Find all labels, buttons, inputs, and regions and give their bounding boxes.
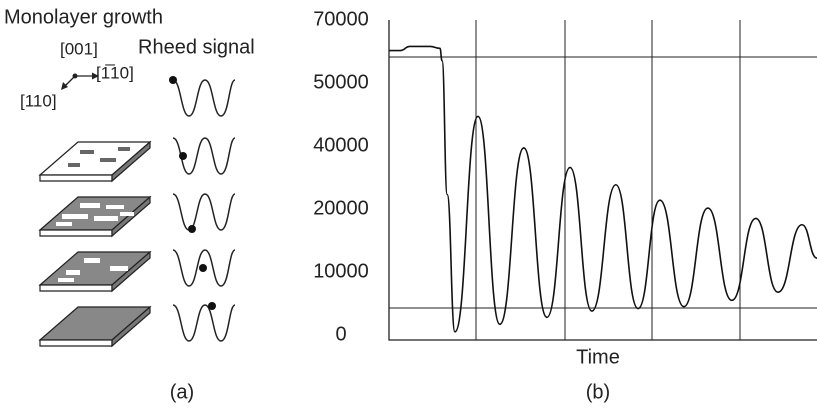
rheed-dots	[169, 76, 216, 310]
signal-label: Rheed signal	[138, 36, 255, 58]
surface-3	[38, 250, 152, 293]
surface-4	[38, 305, 152, 348]
surface-2	[38, 195, 152, 238]
y-tick-label: 0	[335, 323, 346, 345]
direction-label: [001]	[60, 39, 98, 58]
signal-line	[389, 45, 817, 333]
y-tick-label: 50000	[313, 71, 369, 93]
y-tick-label: 40000	[313, 134, 369, 156]
direction-label: [1̅10]	[96, 63, 134, 82]
y-tick-label: 70000	[313, 8, 369, 30]
panel-label: (b)	[586, 381, 610, 403]
rheed-sketches	[172, 79, 236, 342]
axis-frame	[388, 20, 817, 341]
y-tick-label: 10000	[313, 260, 369, 282]
y-tick-label: 20000	[313, 197, 369, 219]
axes-glyph	[61, 72, 99, 90]
panel-b: Time (b) 0 10000 20000 40000 50000 70000	[313, 8, 817, 403]
x-axis-label: Time	[576, 346, 620, 368]
surface-1	[38, 140, 152, 183]
panel-a-title: Monolayer growth	[4, 6, 163, 28]
panel-label: (a)	[170, 381, 194, 403]
panel-a: Monolayer growth Rheed signal [001] [1̅1…	[4, 6, 255, 403]
direction-label: [110]	[20, 91, 57, 110]
plot-grid	[389, 20, 817, 340]
